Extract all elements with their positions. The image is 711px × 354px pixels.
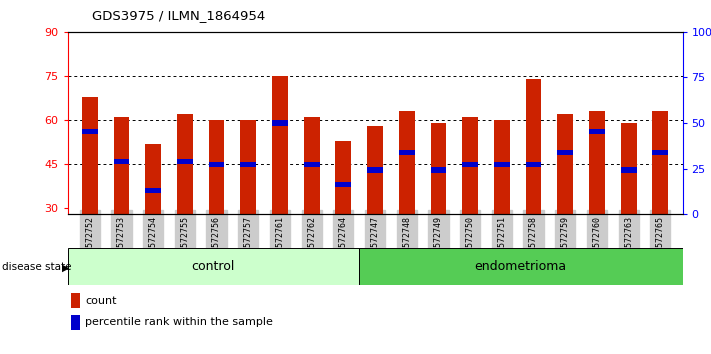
Text: percentile rank within the sample: percentile rank within the sample [85,318,273,327]
Bar [336,141,351,214]
Bar [589,129,605,135]
Bar [494,161,510,167]
Bar [114,159,129,164]
Bar [431,123,447,214]
Text: ▶: ▶ [62,262,70,272]
Bar [494,120,510,214]
Bar [240,161,256,167]
Bar [336,182,351,187]
Bar [272,120,288,126]
Bar [399,111,415,214]
Text: endometrioma: endometrioma [475,260,567,273]
Bar [367,167,383,173]
Bar [177,159,193,164]
Text: GDS3975 / ILMN_1864954: GDS3975 / ILMN_1864954 [92,9,266,22]
Bar [589,111,605,214]
Bar [304,117,319,214]
Bar [462,117,478,214]
Text: disease state: disease state [2,262,72,272]
Bar [462,161,478,167]
Bar [653,150,668,155]
Bar [82,97,97,214]
Text: control: control [191,260,235,273]
Bar [525,79,542,214]
Bar [621,123,636,214]
Bar [114,117,129,214]
Bar [177,114,193,214]
Bar [272,76,288,214]
Bar [145,188,161,193]
Bar [557,150,573,155]
Bar [431,167,447,173]
Bar [82,129,97,135]
Bar [359,248,683,285]
Bar [525,161,542,167]
Bar [208,161,225,167]
Bar [240,120,256,214]
Bar [367,126,383,214]
Bar [557,114,573,214]
Bar [68,248,359,285]
Bar [208,120,225,214]
Bar [621,167,636,173]
Bar [145,144,161,214]
Text: count: count [85,296,117,306]
Bar [304,161,319,167]
Bar [399,150,415,155]
Bar [653,111,668,214]
